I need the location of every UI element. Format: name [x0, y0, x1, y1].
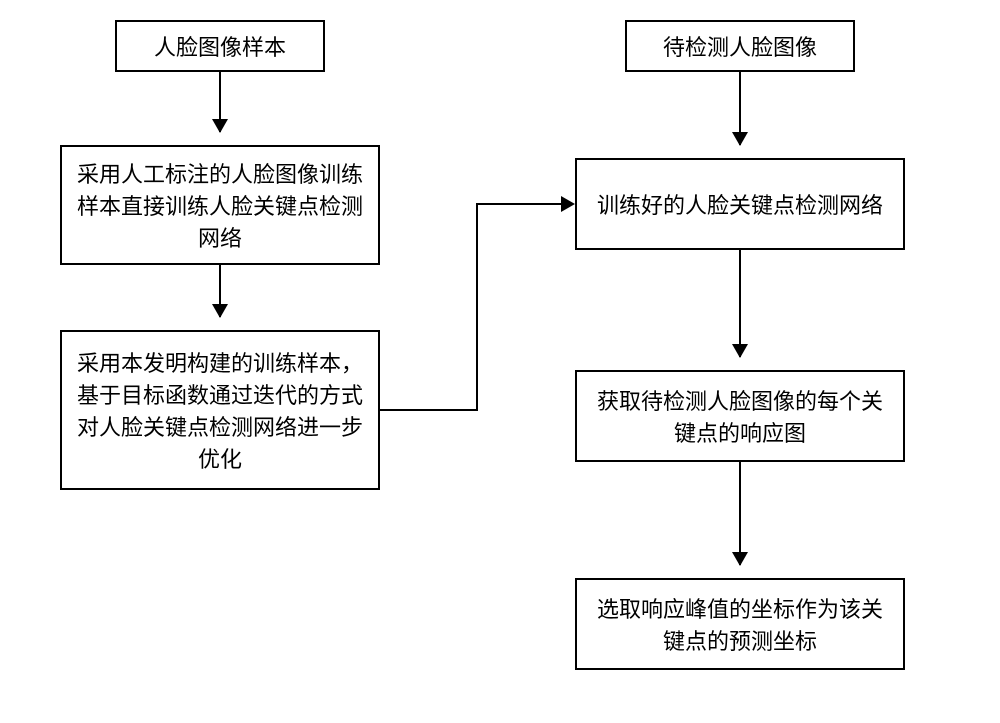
- elbow-v1: [476, 203, 478, 411]
- node-optimize: 采用本发明构建的训练样本，基于目标函数通过迭代的方式对人脸关键点检测网络进一步优…: [60, 330, 380, 490]
- node-face-sample: 人脸图像样本: [115, 20, 325, 72]
- node-label: 采用本发明构建的训练样本，基于目标函数通过迭代的方式对人脸关键点检测网络进一步优…: [76, 346, 364, 474]
- node-peak-coord: 选取响应峰值的坐标作为该关键点的预测坐标: [575, 578, 905, 670]
- node-manual-train: 采用人工标注的人脸图像训练样本直接训练人脸关键点检测网络: [60, 145, 380, 265]
- node-label: 训练好的人脸关键点检测网络: [597, 188, 883, 220]
- arrow-a1: [219, 72, 221, 132]
- elbow-h2: [476, 203, 562, 205]
- node-input-image: 待检测人脸图像: [625, 20, 855, 72]
- arrow-a5: [739, 462, 741, 565]
- node-label: 获取待检测人脸图像的每个关键点的响应图: [591, 384, 889, 448]
- node-trained-network: 训练好的人脸关键点检测网络: [575, 158, 905, 250]
- node-label: 选取响应峰值的坐标作为该关键点的预测坐标: [591, 592, 889, 656]
- arrow-a3: [739, 72, 741, 145]
- elbow-head: [561, 196, 575, 212]
- node-label: 采用人工标注的人脸图像训练样本直接训练人脸关键点检测网络: [76, 157, 364, 253]
- elbow-h1: [380, 409, 478, 411]
- arrow-a4: [739, 250, 741, 357]
- node-response-map: 获取待检测人脸图像的每个关键点的响应图: [575, 370, 905, 462]
- arrow-a2: [219, 265, 221, 317]
- node-label: 待检测人脸图像: [663, 30, 817, 62]
- node-label: 人脸图像样本: [154, 30, 286, 62]
